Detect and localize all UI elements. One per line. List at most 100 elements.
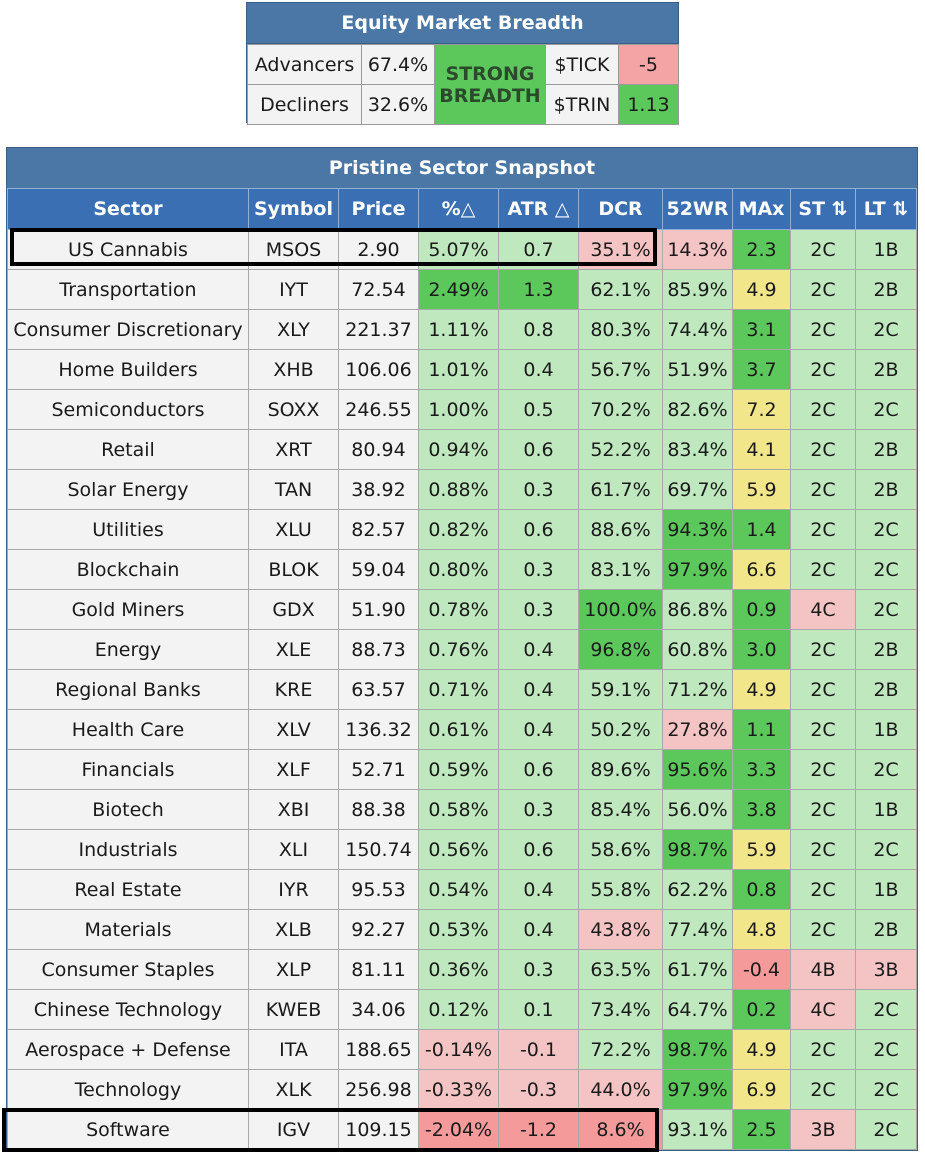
cell-st: 2C	[790, 789, 856, 830]
header-52wr[interactable]: 52WR	[662, 188, 733, 230]
cell-symbol: IYR	[248, 869, 339, 910]
cell-sector: Chinese Technology	[7, 989, 249, 1030]
table-row: Solar Energy TAN 38.92 0.88% 0.3 61.7% 69.7% 5.…	[7, 469, 917, 510]
table-row: Materials XLB 92.27 0.53% 0.4 43.8% 77.4% 4.8 2C…	[7, 909, 917, 950]
cell-52wr: 98.7%	[662, 829, 733, 870]
cell-symbol: IYT	[248, 269, 339, 310]
cell-price: 88.73	[338, 629, 419, 670]
header-dcr[interactable]: DCR	[578, 188, 663, 230]
cell-st: 2C	[790, 469, 856, 510]
header-max[interactable]: MAx	[732, 188, 791, 230]
cell-pct-change: 2.49%	[418, 269, 499, 310]
cell-atr-change: -0.3	[498, 1069, 579, 1110]
cell-pct-change: 0.78%	[418, 589, 499, 630]
cell-price: 256.98	[338, 1069, 419, 1110]
cell-st: 2C	[790, 909, 856, 950]
advancers-label: Advancers	[247, 44, 362, 85]
breadth-table: Advancers 67.4% STRONG BREADTH $TICK -5 …	[247, 44, 679, 125]
cell-lt: 2C	[855, 1029, 917, 1070]
cell-lt: 2B	[855, 469, 917, 510]
cell-max: 4.8	[732, 909, 791, 950]
header-pct-change[interactable]: %△	[418, 188, 499, 230]
cell-max: 0.2	[732, 989, 791, 1030]
cell-52wr: 71.2%	[662, 669, 733, 710]
cell-dcr: 55.8%	[578, 869, 663, 910]
cell-52wr: 14.3%	[662, 229, 733, 270]
breadth-status-line1: STRONG	[445, 62, 535, 85]
cell-pct-change: 1.11%	[418, 309, 499, 350]
cell-max: 0.9	[732, 589, 791, 630]
cell-max: 5.9	[732, 829, 791, 870]
cell-st: 2C	[790, 749, 856, 790]
cell-atr-change: 0.7	[498, 229, 579, 270]
cell-atr-change: -1.2	[498, 1109, 579, 1150]
header-sector[interactable]: Sector	[7, 188, 249, 230]
cell-price: 221.37	[338, 309, 419, 350]
cell-price: 82.57	[338, 509, 419, 550]
cell-dcr: 72.2%	[578, 1029, 663, 1070]
cell-symbol: XLI	[248, 829, 339, 870]
cell-atr-change: 0.4	[498, 869, 579, 910]
cell-dcr: 83.1%	[578, 549, 663, 590]
header-symbol[interactable]: Symbol	[248, 188, 339, 230]
cell-max: 4.9	[732, 1029, 791, 1070]
cell-sector: Consumer Discretionary	[7, 309, 249, 350]
cell-dcr: 44.0%	[578, 1069, 663, 1110]
cell-lt: 2B	[855, 629, 917, 670]
header-price[interactable]: Price	[338, 188, 419, 230]
trin-value: 1.13	[618, 84, 679, 125]
cell-price: 34.06	[338, 989, 419, 1030]
cell-pct-change: 0.12%	[418, 989, 499, 1030]
cell-pct-change: -0.33%	[418, 1069, 499, 1110]
cell-atr-change: 0.3	[498, 549, 579, 590]
header-atr-change[interactable]: ATR △	[498, 188, 579, 230]
cell-lt: 2C	[855, 1109, 917, 1150]
cell-lt: 2C	[855, 589, 917, 630]
cell-52wr: 61.7%	[662, 949, 733, 990]
cell-atr-change: 1.3	[498, 269, 579, 310]
table-row: Software IGV 109.15 -2.04% -1.2 8.6% 93.1% 2.5 3…	[7, 1109, 917, 1150]
breadth-status: STRONG BREADTH	[434, 44, 546, 125]
cell-52wr: 95.6%	[662, 749, 733, 790]
cell-dcr: 85.4%	[578, 789, 663, 830]
cell-pct-change: 0.58%	[418, 789, 499, 830]
table-row: Aerospace + Defense ITA 188.65 -0.14% -0.1 72…	[7, 1029, 917, 1070]
header-lt[interactable]: LT ⇅	[855, 188, 917, 230]
cell-symbol: XLF	[248, 749, 339, 790]
cell-st: 2C	[790, 1029, 856, 1070]
cell-pct-change: 0.36%	[418, 949, 499, 990]
cell-price: 72.54	[338, 269, 419, 310]
cell-max: 7.2	[732, 389, 791, 430]
cell-price: 38.92	[338, 469, 419, 510]
cell-max: 2.5	[732, 1109, 791, 1150]
cell-price: 246.55	[338, 389, 419, 430]
cell-symbol: ITA	[248, 1029, 339, 1070]
cell-price: 63.57	[338, 669, 419, 710]
cell-st: 3B	[790, 1109, 856, 1150]
cell-max: 5.9	[732, 469, 791, 510]
cell-price: 109.15	[338, 1109, 419, 1150]
cell-52wr: 62.2%	[662, 869, 733, 910]
cell-sector: Regional Banks	[7, 669, 249, 710]
cell-symbol: XLK	[248, 1069, 339, 1110]
cell-price: 188.65	[338, 1029, 419, 1070]
cell-sector: Solar Energy	[7, 469, 249, 510]
cell-dcr: 58.6%	[578, 829, 663, 870]
cell-52wr: 51.9%	[662, 349, 733, 390]
cell-dcr: 73.4%	[578, 989, 663, 1030]
cell-lt: 1B	[855, 709, 917, 750]
cell-atr-change: 0.3	[498, 589, 579, 630]
cell-atr-change: 0.4	[498, 349, 579, 390]
cell-st: 2C	[790, 349, 856, 390]
table-row: Semiconductors SOXX 246.55 1.00% 0.5 70.2% 82.…	[7, 389, 917, 430]
header-st[interactable]: ST ⇅	[790, 188, 856, 230]
cell-symbol: XRT	[248, 429, 339, 470]
cell-st: 2C	[790, 509, 856, 550]
cell-atr-change: 0.4	[498, 709, 579, 750]
decliners-value: 32.6%	[361, 84, 435, 125]
cell-st: 2C	[790, 869, 856, 910]
cell-symbol: SOXX	[248, 389, 339, 430]
cell-dcr: 61.7%	[578, 469, 663, 510]
cell-pct-change: 0.82%	[418, 509, 499, 550]
cell-lt: 2C	[855, 389, 917, 430]
